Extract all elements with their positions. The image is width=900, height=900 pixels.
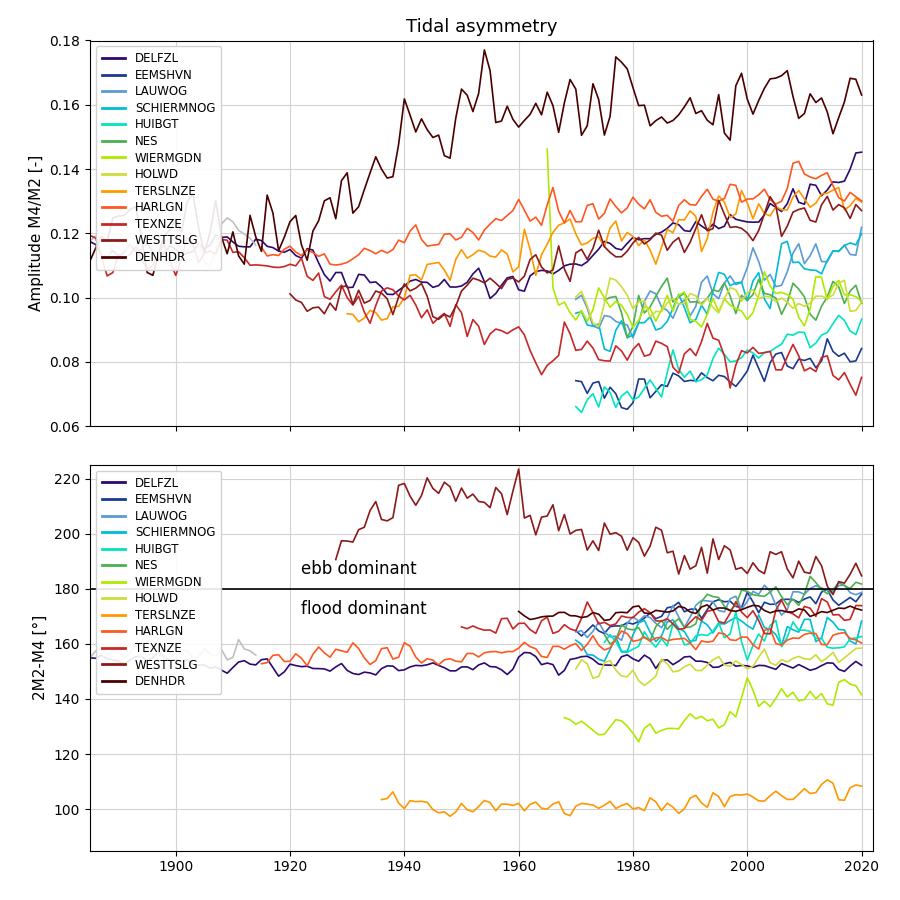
Title: Tidal asymmetry: Tidal asymmetry xyxy=(406,18,557,36)
Text: ebb dominant: ebb dominant xyxy=(302,560,417,578)
Legend: DELFZL, EEMSHVN, LAUWOG, SCHIERMNOG, HUIBGT, NES, WIERMGDN, HOLWD, TERSLNZE, HAR: DELFZL, EEMSHVN, LAUWOG, SCHIERMNOG, HUI… xyxy=(96,471,221,694)
Text: flood dominant: flood dominant xyxy=(302,599,427,617)
Legend: DELFZL, EEMSHVN, LAUWOG, SCHIERMNOG, HUIBGT, NES, WIERMGDN, HOLWD, TERSLNZE, HAR: DELFZL, EEMSHVN, LAUWOG, SCHIERMNOG, HUI… xyxy=(96,47,221,270)
Y-axis label: Amplitude M4/M2 [-]: Amplitude M4/M2 [-] xyxy=(29,155,44,311)
Y-axis label: 2M2-M4 [°]: 2M2-M4 [°] xyxy=(33,615,49,700)
